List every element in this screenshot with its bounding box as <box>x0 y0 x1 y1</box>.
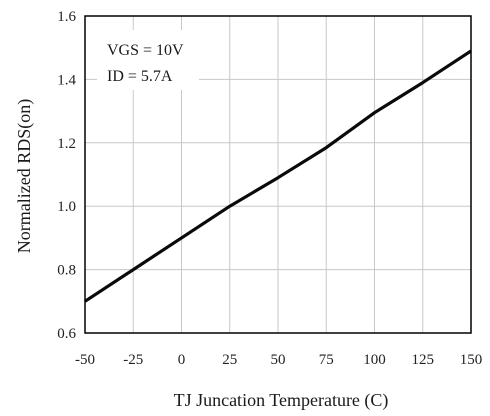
y-tick-label: 1.0 <box>57 199 76 215</box>
y-tick-label: 1.2 <box>57 136 76 152</box>
x-tick-label: -25 <box>123 352 143 368</box>
annotation-vgs: VGS = 10V <box>107 42 184 59</box>
x-tick-label: 75 <box>319 352 334 368</box>
y-tick-label: 0.6 <box>57 326 76 342</box>
grid <box>84 15 472 334</box>
y-axis-ticks: 0.6 0.8 1.0 1.2 1.4 1.6 <box>57 9 76 342</box>
x-axis-title: TJ Juncation Temperature (C) <box>174 390 389 411</box>
series-line <box>84 49 472 303</box>
x-tick-label: 50 <box>271 352 286 368</box>
x-tick-label: 100 <box>363 352 386 368</box>
y-tick-label: 1.4 <box>57 72 76 88</box>
x-tick-label: 0 <box>178 352 186 368</box>
y-tick-label: 1.6 <box>57 9 76 25</box>
y-axis-title: Normalized RDS(on) <box>14 99 35 253</box>
series-layer <box>84 49 472 303</box>
annotation-id: ID = 5.7A <box>107 68 173 85</box>
x-tick-label: 125 <box>412 352 435 368</box>
plot-frame <box>84 15 472 334</box>
x-tick-label: -50 <box>75 352 95 368</box>
x-tick-label: 150 <box>460 352 483 368</box>
x-tick-label: 25 <box>222 352 237 368</box>
annotation-box <box>97 30 199 90</box>
y-tick-label: 0.8 <box>57 263 76 279</box>
x-axis-ticks: -50 -25 0 25 50 75 100 125 150 <box>75 352 482 368</box>
